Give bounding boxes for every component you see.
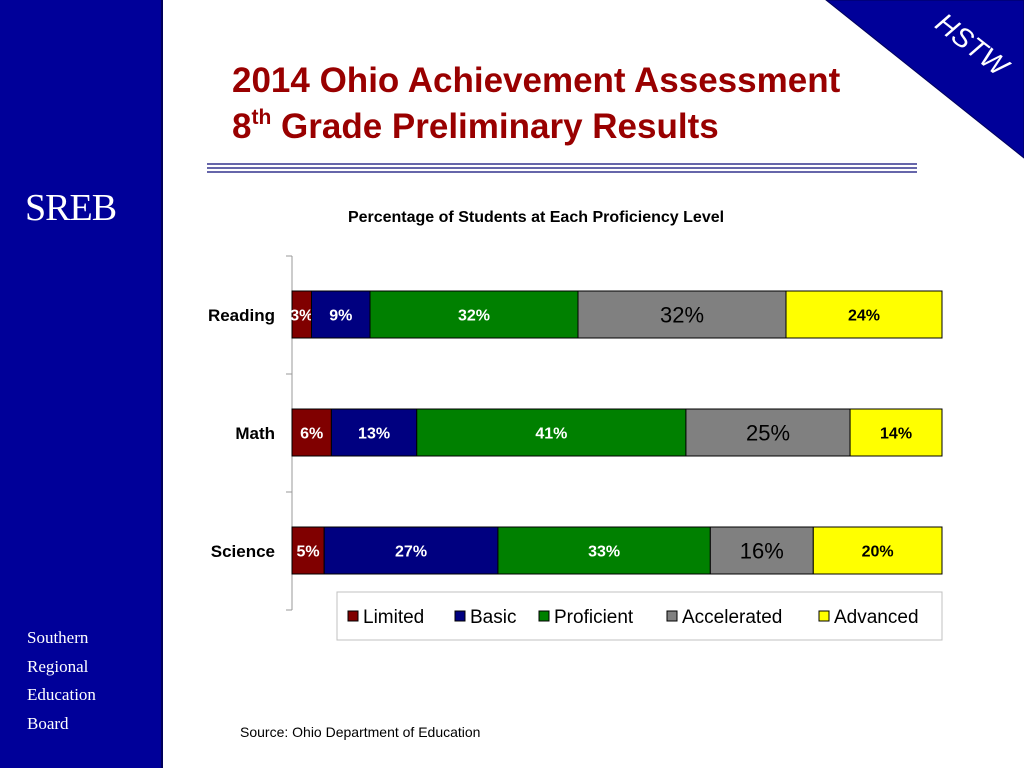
category-label-reading: Reading bbox=[208, 306, 275, 325]
bar-math-limited bbox=[291, 408, 332, 457]
title-rule bbox=[207, 163, 917, 174]
bar-reading-proficient bbox=[369, 290, 579, 339]
data-label-reading-proficient: 32% bbox=[458, 308, 490, 325]
data-label-math-proficient: 41% bbox=[535, 426, 567, 443]
legend-label-proficient: Proficient bbox=[554, 607, 634, 628]
chart-title: Percentage of Students at Each Proficien… bbox=[348, 209, 724, 226]
sidebar: SREB Southern Regional Education Board bbox=[0, 0, 163, 768]
legend-label-accelerated: Accelerated bbox=[682, 607, 782, 628]
legend-swatch-accelerated bbox=[666, 610, 678, 622]
data-label-reading-basic: 9% bbox=[329, 308, 352, 325]
source-note: Source: Ohio Department of Education bbox=[240, 724, 481, 740]
bar-reading-advanced bbox=[785, 290, 943, 339]
data-label-math-limited: 6% bbox=[300, 426, 323, 443]
data-label-reading-advanced: 24% bbox=[848, 308, 880, 325]
data-label-math-accelerated: 25% bbox=[746, 421, 790, 446]
sreb-logo: SREB bbox=[25, 187, 117, 229]
legend-label-basic: Basic bbox=[470, 607, 516, 628]
bar-math-basic bbox=[330, 408, 418, 457]
legend-swatch-advanced bbox=[818, 610, 830, 622]
data-label-reading-accelerated: 32% bbox=[660, 303, 704, 328]
bar-reading-basic bbox=[311, 290, 371, 339]
org-line-2: Regional bbox=[27, 656, 89, 676]
hstw-corner-badge: HSTW bbox=[825, 0, 1024, 159]
legend-label-limited: Limited bbox=[363, 607, 424, 628]
category-label-math: Math bbox=[235, 424, 275, 443]
organization-name: Southern Regional Education Board bbox=[27, 624, 96, 738]
data-label-science-limited: 5% bbox=[297, 544, 320, 561]
org-line-1: Southern bbox=[27, 628, 89, 647]
title-grade-suffix: th bbox=[251, 106, 272, 129]
data-label-science-proficient: 33% bbox=[588, 544, 620, 561]
bar-science-basic bbox=[323, 526, 499, 575]
title-line-1: 2014 Ohio Achievement Assessment bbox=[232, 61, 841, 100]
title-grade-number: 8 bbox=[232, 107, 252, 146]
data-label-science-advanced: 20% bbox=[862, 544, 894, 561]
bar-math-accelerated bbox=[685, 408, 851, 457]
legend-swatch-proficient bbox=[538, 610, 550, 622]
bar-science-accelerated bbox=[709, 526, 814, 575]
data-label-math-basic: 13% bbox=[358, 426, 390, 443]
data-label-math-advanced: 14% bbox=[880, 426, 912, 443]
slide-title: 2014 Ohio Achievement Assessment 8th Gra… bbox=[232, 58, 840, 150]
bar-science-proficient bbox=[497, 526, 711, 575]
bar-math-advanced bbox=[849, 408, 943, 457]
legend-label-advanced: Advanced bbox=[834, 607, 919, 628]
legend-swatch-basic bbox=[454, 610, 466, 622]
bar-reading-accelerated bbox=[577, 290, 787, 339]
legend-swatch-limited bbox=[347, 610, 359, 622]
org-line-3: Education bbox=[27, 685, 96, 704]
bar-math-proficient bbox=[416, 408, 687, 457]
bar-science-limited bbox=[291, 526, 325, 575]
data-label-science-basic: 27% bbox=[395, 544, 427, 561]
data-label-science-accelerated: 16% bbox=[740, 539, 784, 564]
title-line-2: 8th Grade Preliminary Results bbox=[232, 104, 840, 150]
category-label-science: Science bbox=[211, 542, 275, 561]
data-label-reading-limited: 3% bbox=[290, 308, 313, 325]
title-line-2-text: Grade Preliminary Results bbox=[271, 107, 719, 146]
org-line-4: Board bbox=[27, 713, 69, 733]
legend-box bbox=[336, 591, 943, 641]
bar-science-advanced bbox=[812, 526, 943, 575]
